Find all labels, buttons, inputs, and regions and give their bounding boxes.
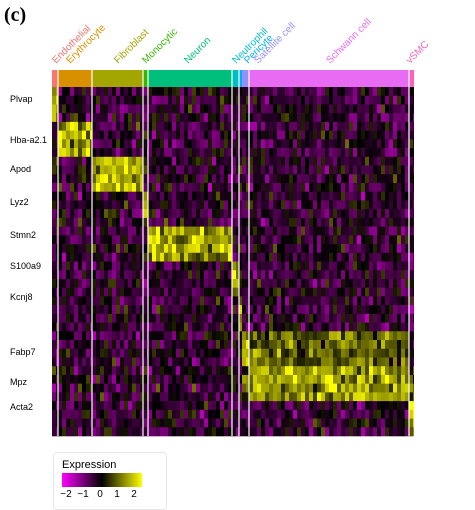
panel-label: (c) xyxy=(4,4,27,26)
cluster-label: vSMC xyxy=(404,39,431,66)
cluster-bar-segment xyxy=(92,70,143,87)
cluster-label: Neuron xyxy=(182,35,213,66)
cluster-bar-segment xyxy=(239,70,242,87)
legend-tick: 0 xyxy=(97,489,103,500)
gene-label: Fabp7 xyxy=(10,347,36,357)
legend-color-bar xyxy=(62,473,142,487)
cluster-bar-segment xyxy=(52,70,58,87)
legend-tick: 1 xyxy=(114,489,120,500)
gene-label: Lyz2 xyxy=(10,197,29,207)
cluster-label: Schwann cell xyxy=(324,17,373,66)
gene-label: Hba-a2.1 xyxy=(10,135,47,145)
cluster-bar-segment xyxy=(148,70,232,87)
gene-label: Acta2 xyxy=(10,402,33,412)
gene-label: Kcnj8 xyxy=(10,292,33,302)
cluster-color-bar xyxy=(52,70,414,87)
legend-tick: 2 xyxy=(131,489,137,500)
cluster-bar-segment xyxy=(242,70,249,87)
legend-tick: −2 xyxy=(60,489,72,500)
cluster-bar-segment xyxy=(249,70,409,87)
gene-label: S100a9 xyxy=(10,261,41,271)
gene-label: Mpz xyxy=(10,377,28,387)
gene-label: Apod xyxy=(10,164,31,174)
cluster-separators xyxy=(57,70,410,436)
cluster-bar-segment xyxy=(409,70,414,87)
expression-legend: Expression −2 −1 0 1 2 xyxy=(53,452,167,510)
legend-title: Expression xyxy=(62,459,117,471)
gene-label: Stmn2 xyxy=(10,230,36,240)
gene-label: Plvap xyxy=(10,94,33,104)
cluster-bar-segment xyxy=(232,70,239,87)
gene-labels: Plvap Hba-a2.1 Apod Lyz2 Stmn2 S100a9 Kcnj8 Fab… xyxy=(10,94,47,412)
cluster-bar-segment xyxy=(58,70,92,87)
heatmap-body xyxy=(52,87,414,437)
cluster-bar-segment xyxy=(143,70,148,87)
legend-tick: −1 xyxy=(77,489,89,500)
